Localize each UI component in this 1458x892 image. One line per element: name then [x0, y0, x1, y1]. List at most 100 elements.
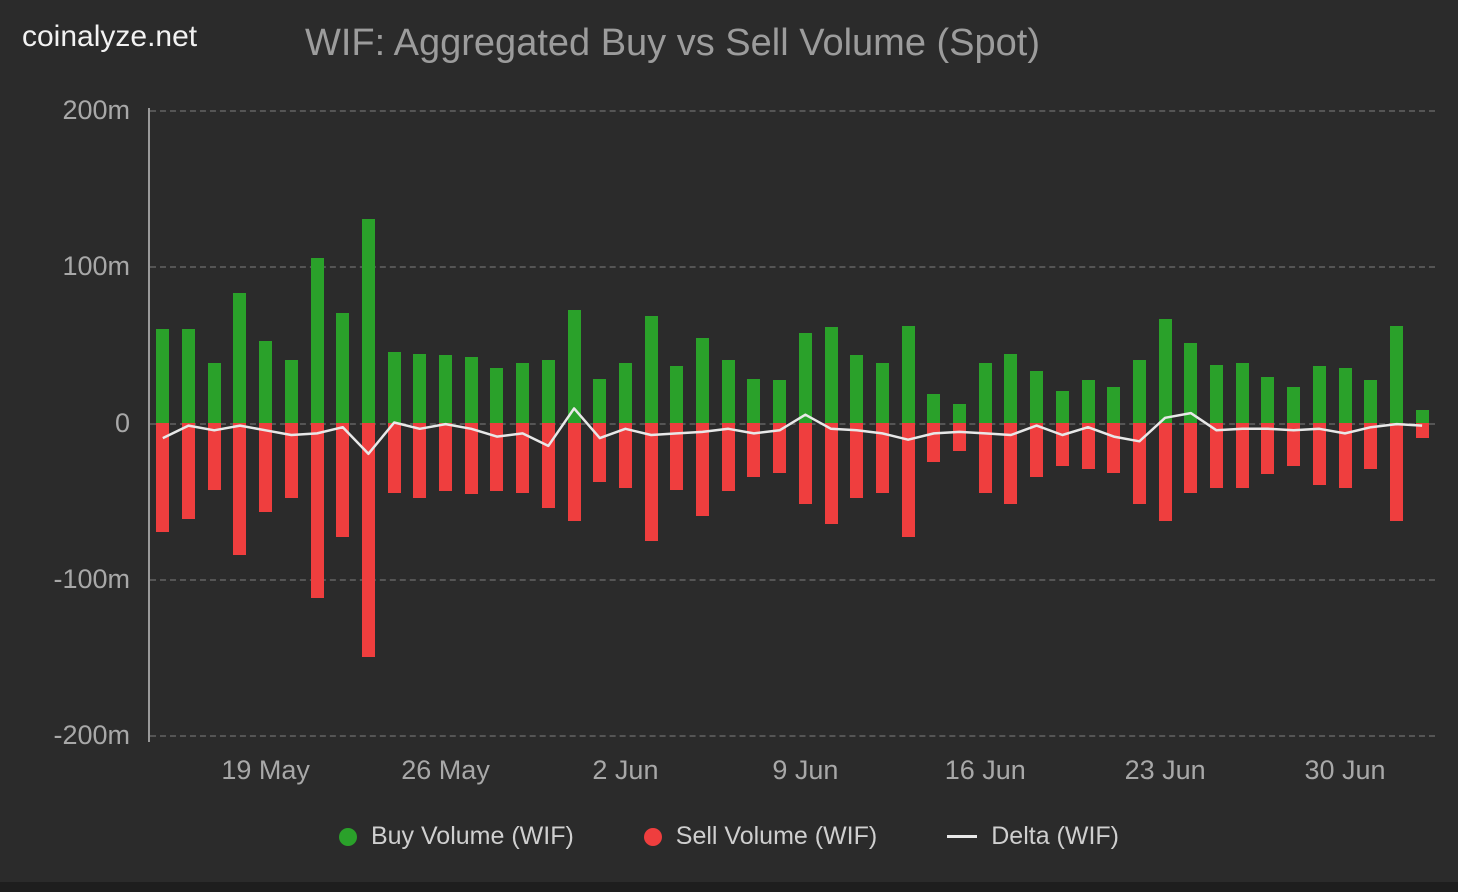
sell-bar	[387, 422, 401, 493]
sell-bar	[1210, 422, 1224, 489]
buy-bar	[182, 328, 196, 423]
plot-area	[150, 110, 1435, 737]
sell-bar	[490, 422, 504, 492]
y-axis-label: -200m	[53, 720, 130, 750]
x-axis-label: 23 Jun	[1124, 755, 1206, 785]
sell-bar	[233, 422, 247, 556]
sell-bar	[1132, 422, 1146, 504]
buy-bar	[310, 258, 324, 423]
delta-line	[162, 407, 1423, 456]
sell-bar	[464, 422, 478, 495]
sell-bar	[696, 422, 710, 517]
coinalyze-logo: coinalyze.net	[22, 20, 198, 53]
buy-bar	[850, 355, 864, 423]
sell-bar	[413, 422, 427, 498]
y-axis-label: 100m	[62, 251, 130, 282]
sell-bar	[670, 422, 684, 490]
x-axis-label: 19 May	[221, 755, 310, 785]
buy-bar	[901, 325, 915, 423]
buy-bar	[1338, 367, 1352, 423]
x-axis-label: 9 Jun	[772, 755, 839, 785]
legend-delta-label: Delta (WIF)	[991, 822, 1120, 850]
sell-bar	[284, 422, 298, 498]
buy-bar	[1235, 363, 1249, 423]
sell-bar	[156, 422, 170, 532]
buy-bar	[387, 352, 401, 423]
sell-bar	[1389, 422, 1403, 521]
buy-bar	[156, 328, 170, 423]
buy-bar	[541, 360, 555, 423]
y-axis-label: 200m	[62, 95, 130, 125]
x-axis-label: 26 May	[401, 755, 490, 785]
legend-item-sell[interactable]: Sell Volume (WIF)	[643, 822, 878, 851]
buy-bar	[259, 341, 273, 423]
sell-bar	[1287, 422, 1301, 467]
sell-bar	[798, 422, 812, 504]
sell-bar	[310, 422, 324, 598]
legend-buy-label: Buy Volume (WIF)	[370, 822, 574, 850]
sell-bar	[721, 422, 735, 492]
chart-legend: Buy Volume (WIF) Sell Volume (WIF) Delta…	[0, 822, 1458, 851]
sell-legend-dot-icon	[643, 827, 662, 846]
buy-bar	[773, 380, 787, 423]
gridline	[150, 735, 1435, 737]
sell-bar	[1312, 422, 1326, 485]
gridline	[150, 110, 1435, 112]
buy-bar	[1287, 386, 1301, 423]
sell-bar	[1364, 422, 1378, 470]
buy-bar	[747, 378, 761, 423]
buy-bar	[798, 333, 812, 423]
sell-bar	[953, 422, 967, 451]
buy-bar	[593, 378, 607, 423]
sell-bar	[850, 422, 864, 498]
buy-bar	[875, 363, 889, 423]
buy-bar	[464, 356, 478, 423]
sell-bar	[336, 422, 350, 537]
buy-bar	[361, 219, 375, 423]
sell-bar	[439, 422, 453, 492]
y-axis-label: -100m	[53, 563, 130, 594]
buy-bar	[721, 360, 735, 423]
sell-bar	[1004, 422, 1018, 504]
sell-bar	[361, 422, 375, 657]
buy-bar	[336, 313, 350, 423]
buy-bar	[1415, 410, 1429, 423]
buy-bar	[490, 367, 504, 423]
sell-bar	[1338, 422, 1352, 489]
sell-bar	[824, 422, 838, 525]
buy-bar	[1312, 366, 1326, 423]
buy-bar	[1004, 353, 1018, 423]
legend-item-delta[interactable]: Delta (WIF)	[947, 822, 1119, 851]
buy-bar	[1261, 377, 1275, 423]
legend-sell-label: Sell Volume (WIF)	[675, 822, 878, 850]
sell-bar	[1235, 422, 1249, 489]
buy-bar	[618, 363, 632, 423]
buy-bar	[1184, 342, 1198, 423]
sell-bar	[773, 422, 787, 473]
buy-bar	[1210, 364, 1224, 423]
sell-bar	[259, 422, 273, 512]
buy-bar	[1158, 319, 1172, 423]
buy-bar	[696, 338, 710, 423]
buy-bar	[439, 355, 453, 423]
buy-bar	[1055, 391, 1069, 423]
y-axis-line	[148, 108, 150, 742]
x-axis-label: 2 Jun	[592, 755, 659, 785]
buy-bar	[1389, 325, 1403, 423]
sell-bar	[567, 422, 581, 521]
chart-title: WIF: Aggregated Buy vs Sell Volume (Spot…	[305, 22, 1041, 64]
sell-bar	[1081, 422, 1095, 470]
sell-bar	[644, 422, 658, 542]
sell-bar	[978, 422, 992, 493]
sell-bar	[747, 422, 761, 478]
buy-bar	[233, 292, 247, 423]
sell-bar	[207, 422, 221, 490]
sell-bar	[618, 422, 632, 489]
legend-item-buy[interactable]: Buy Volume (WIF)	[338, 822, 574, 851]
buy-bar	[927, 394, 941, 423]
buy-bar	[413, 353, 427, 423]
buy-bar	[207, 363, 221, 423]
sell-bar	[901, 422, 915, 537]
gridline	[150, 578, 1435, 581]
